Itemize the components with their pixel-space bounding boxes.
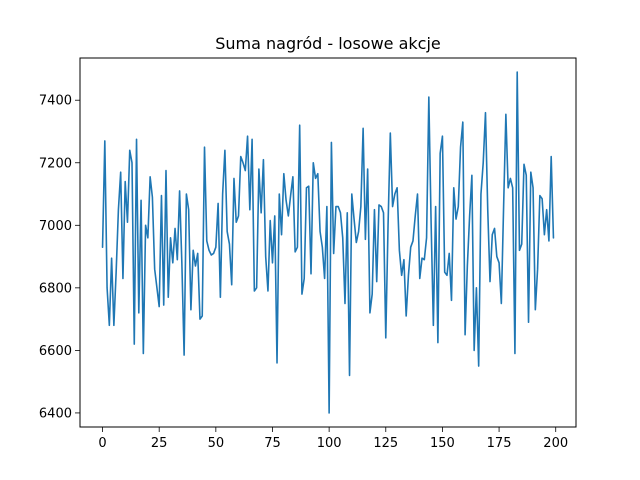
- x-tick-label: 50: [208, 436, 225, 451]
- x-tick-label: 200: [543, 436, 568, 451]
- y-tick-label: 7000: [39, 219, 72, 234]
- plot-frame: [79, 57, 577, 428]
- y-tick-label: 6800: [39, 281, 72, 296]
- x-tick-label: 175: [487, 436, 512, 451]
- x-tick-label: 0: [98, 436, 106, 451]
- x-tick-label: 150: [430, 436, 455, 451]
- x-axis: 0 25 50 75 100 125 150 175 200: [98, 427, 568, 451]
- chart-title: Suma nagród - losowe akcje: [215, 34, 441, 53]
- y-tick-label: 7400: [39, 94, 72, 109]
- x-tick-label: 25: [151, 436, 168, 451]
- y-tick-label: 7200: [39, 156, 72, 171]
- y-tick-label: 6400: [39, 406, 72, 421]
- y-tick-label: 6600: [39, 344, 72, 359]
- y-axis: 6400 6600 6800 7000 7200 7400: [39, 94, 80, 421]
- x-tick-label: 75: [264, 436, 281, 451]
- x-tick-label: 100: [317, 436, 342, 451]
- series-line: [101, 71, 555, 414]
- x-tick-label: 125: [373, 436, 398, 451]
